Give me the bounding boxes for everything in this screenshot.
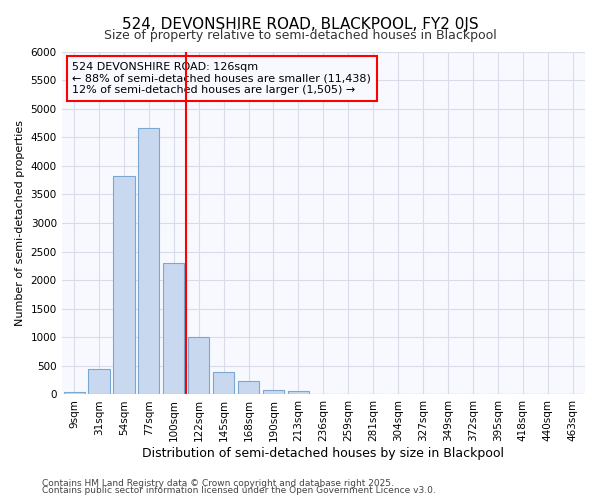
Bar (163, 263, 184, 394)
Text: 524 DEVONSHIRE ROAD: 126sqm
← 88% of semi-detached houses are smaller (11,438)
1: 524 DEVONSHIRE ROAD: 126sqm ← 88% of sem… (72, 62, 371, 95)
Bar (64, 392, 85, 394)
Text: 524, DEVONSHIRE ROAD, BLACKPOOL, FY2 0JS: 524, DEVONSHIRE ROAD, BLACKPOOL, FY2 0JS (122, 18, 478, 32)
Bar (188, 338, 209, 394)
Text: Size of property relative to semi-detached houses in Blackpool: Size of property relative to semi-detach… (104, 29, 496, 42)
Text: Contains HM Land Registry data © Crown copyright and database right 2025.: Contains HM Land Registry data © Crown c… (42, 478, 394, 488)
Bar (113, 176, 134, 394)
X-axis label: Distribution of semi-detached houses by size in Blackpool: Distribution of semi-detached houses by … (142, 447, 505, 460)
Bar (213, 372, 234, 394)
Y-axis label: Number of semi-detached properties: Number of semi-detached properties (15, 120, 25, 326)
Bar (288, 391, 309, 394)
Bar (138, 128, 160, 394)
Bar (263, 390, 284, 394)
Bar (88, 368, 110, 394)
Bar (238, 382, 259, 394)
Text: Contains public sector information licensed under the Open Government Licence v3: Contains public sector information licen… (42, 486, 436, 495)
